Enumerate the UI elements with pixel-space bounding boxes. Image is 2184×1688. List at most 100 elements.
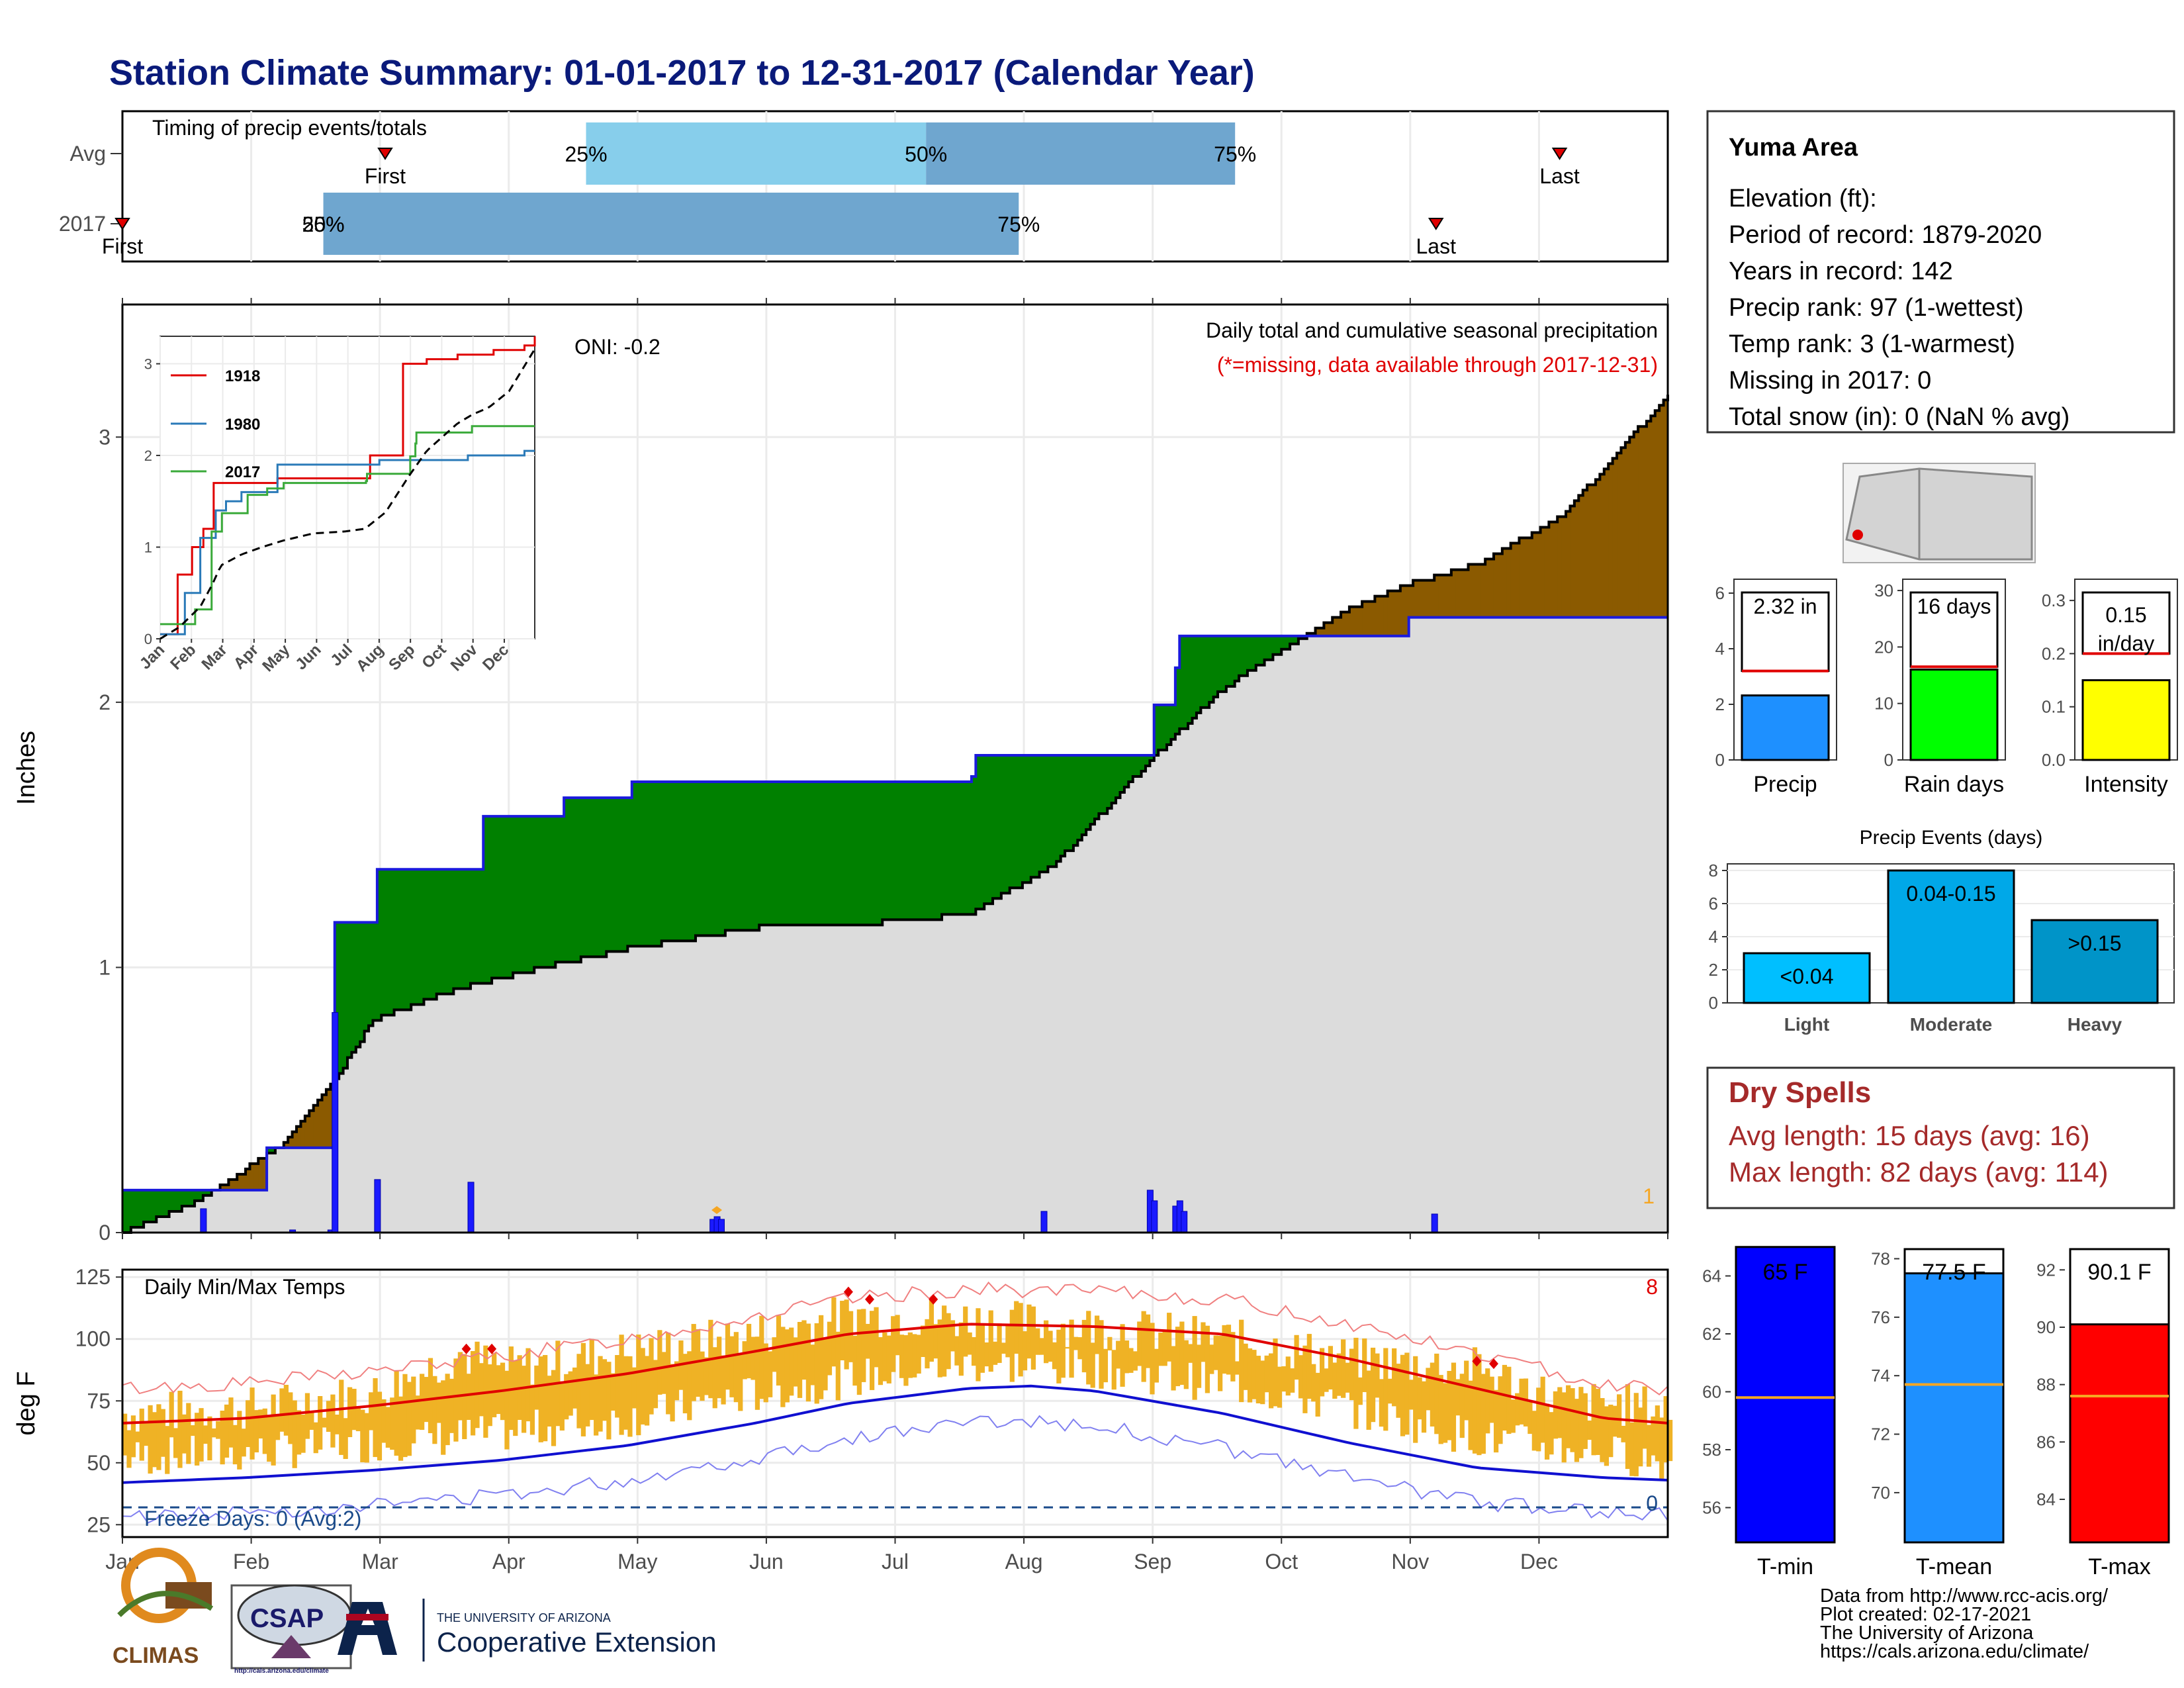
- temps-daily-bar: [1251, 1350, 1257, 1399]
- precip-base: [1655, 617, 1660, 1233]
- precip-above-avg: [589, 798, 594, 957]
- temps-daily-bar: [1099, 1320, 1104, 1389]
- precip-base: [517, 972, 522, 1233]
- precip-base: [653, 946, 658, 1233]
- precip-base: [874, 925, 879, 1233]
- precip-above-avg: [1137, 755, 1142, 777]
- precip-base: [585, 957, 590, 1233]
- precip-base: [1489, 617, 1494, 1233]
- temp-bar-ytick-label: 58: [1702, 1440, 1721, 1460]
- precip-base: [801, 925, 807, 1233]
- temps-daily-bar: [1485, 1368, 1490, 1434]
- precip-base: [784, 925, 790, 1233]
- precip-base: [339, 1073, 344, 1233]
- precip-base: [1332, 635, 1338, 1233]
- temp-bar: [2069, 1323, 2170, 1544]
- temps-daily-bar: [1183, 1340, 1189, 1389]
- precip-base: [1549, 617, 1554, 1233]
- temps-daily-bar: [1668, 1419, 1673, 1462]
- precip-base: [627, 946, 633, 1233]
- precip-above-avg: [1077, 755, 1083, 841]
- precip-below-avg: [1582, 490, 1588, 618]
- precip-above-avg: [364, 922, 369, 1031]
- precip-below-avg: [1523, 538, 1528, 618]
- temps-daily-bar: [122, 1413, 128, 1456]
- precip-above-avg: [559, 816, 565, 962]
- precip-above-avg: [415, 869, 420, 1005]
- precip-base: [513, 972, 518, 1233]
- temps-daily-bar: [1209, 1344, 1214, 1374]
- precip-base: [1557, 617, 1563, 1233]
- precip-below-avg: [1468, 564, 1473, 618]
- temps-daily-bar: [1612, 1405, 1617, 1437]
- precip-base: [903, 919, 909, 1233]
- precip-below-avg: [1370, 601, 1375, 636]
- precip-base: [1009, 888, 1015, 1233]
- temps-daily-bar: [1234, 1361, 1240, 1375]
- temps-daily-bar: [1302, 1345, 1308, 1413]
- precip-base: [1222, 691, 1227, 1233]
- precip-below-avg: [1426, 580, 1431, 618]
- precip-below-avg: [262, 1158, 267, 1190]
- temps-daily-bar: [640, 1348, 645, 1425]
- precip-above-avg: [619, 798, 624, 952]
- temps-daily-bar: [415, 1395, 420, 1430]
- precip-base: [385, 1015, 390, 1233]
- precip-base: [1595, 617, 1600, 1233]
- precip-above-avg: [1192, 635, 1197, 718]
- precip-below-avg: [250, 1163, 255, 1190]
- precip-base: [1264, 659, 1269, 1233]
- precip-above-avg: [861, 782, 866, 925]
- precip-base: [1311, 635, 1316, 1233]
- temp-bar-ytick-label: 86: [2036, 1432, 2056, 1452]
- precip-above-avg: [1162, 704, 1167, 750]
- temps-daily-bar: [1294, 1335, 1299, 1380]
- temps-daily-bar: [657, 1330, 662, 1395]
- precip-base: [1141, 771, 1146, 1233]
- temps-record-marker: [487, 1343, 497, 1354]
- temps-daily-bar: [275, 1415, 281, 1440]
- precip-below-avg: [1489, 559, 1494, 618]
- precip-base: [1315, 635, 1320, 1233]
- precip-base: [1553, 617, 1558, 1233]
- temps-daily-bar: [343, 1418, 348, 1460]
- temps-daily-bar: [529, 1384, 535, 1435]
- precip-base: [649, 946, 654, 1233]
- precip-base: [1158, 749, 1163, 1233]
- temps-daily-bar: [1073, 1336, 1079, 1350]
- temps-daily-bar: [746, 1323, 752, 1379]
- precip-above-avg: [177, 1190, 183, 1211]
- precip-above-avg: [895, 782, 900, 920]
- precip-below-avg: [1553, 522, 1558, 618]
- precip-below-avg: [1638, 426, 1643, 618]
- precip-below-avg: [1633, 432, 1639, 618]
- temps-daily-bar: [1400, 1354, 1406, 1436]
- precip-below-avg: [313, 1105, 318, 1148]
- footer-line: Plot created: 02-17-2021: [1820, 1604, 2031, 1625]
- temps-daily-bar: [895, 1315, 900, 1356]
- precip-above-avg: [1201, 635, 1206, 708]
- precip-below-avg: [288, 1137, 293, 1148]
- temps-daily-bar: [1430, 1362, 1435, 1427]
- temps-daily-bar: [1421, 1381, 1427, 1433]
- summary-bar-ytick-label: 2: [1715, 694, 1725, 714]
- precip-above-avg: [810, 782, 815, 925]
- temps-daily-bar: [267, 1416, 272, 1462]
- precip-above-avg: [1273, 635, 1278, 655]
- precip-above-avg: [1230, 635, 1236, 686]
- summary-bar-ytick-label: 0.2: [2042, 643, 2066, 663]
- precip-above-avg: [1179, 635, 1185, 729]
- temps-daily-bar: [478, 1363, 484, 1417]
- temps-daily-bar: [1247, 1348, 1253, 1403]
- precip-base: [1510, 617, 1516, 1233]
- temps-daily-bar: [984, 1342, 989, 1367]
- temps-daily-bar: [1582, 1393, 1588, 1449]
- precip-2017-cumulative-line: [122, 616, 1668, 1192]
- temps-daily-bar: [780, 1327, 786, 1407]
- precip-base: [1519, 617, 1524, 1233]
- precip-base: [343, 1068, 348, 1233]
- precip-base: [1048, 867, 1053, 1233]
- temps-daily-bar: [475, 1341, 480, 1429]
- temps-daily-bar: [1336, 1353, 1342, 1396]
